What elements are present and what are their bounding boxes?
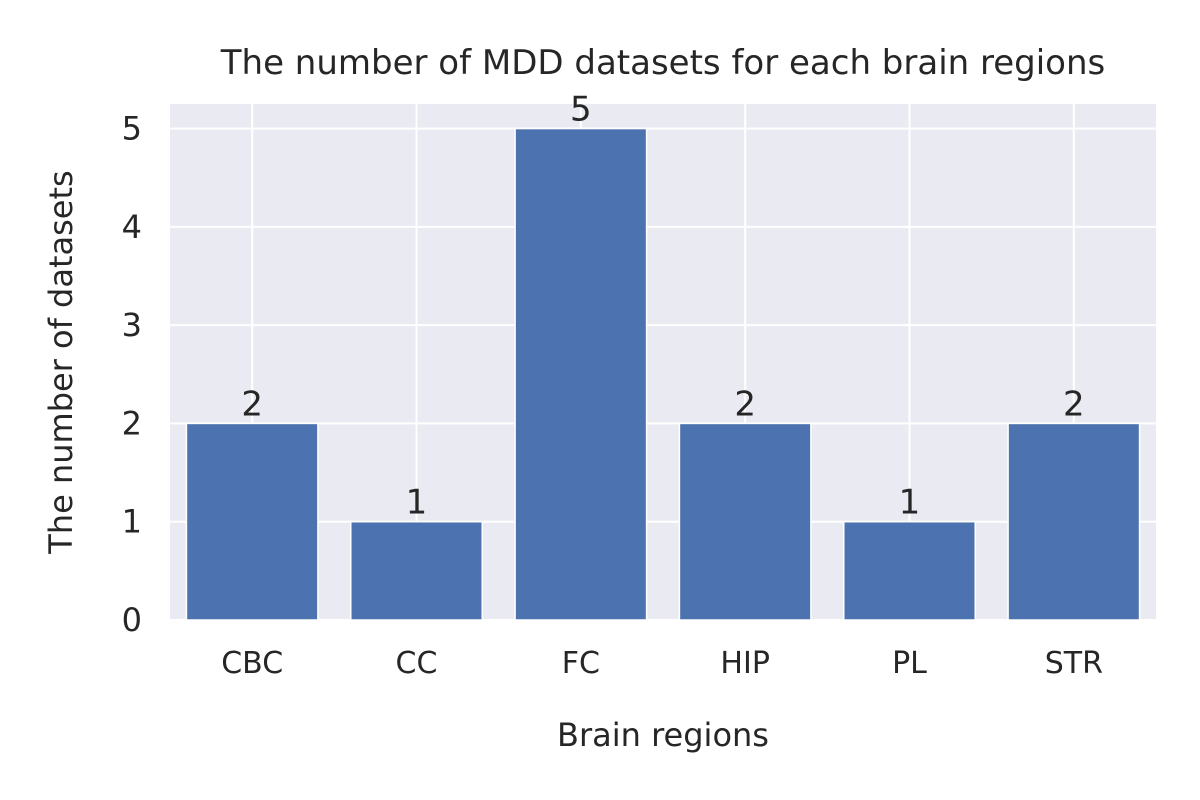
bar-hip bbox=[678, 422, 812, 621]
bar-cc bbox=[350, 520, 483, 621]
data-label: 5 bbox=[570, 90, 592, 130]
bar-fc bbox=[514, 127, 648, 621]
y-tick-label: 0 bbox=[122, 601, 142, 639]
y-tick-label: 5 bbox=[122, 110, 142, 148]
y-tick-label: 2 bbox=[122, 404, 142, 442]
bar-pl bbox=[843, 520, 976, 621]
y-tick-label: 1 bbox=[122, 503, 142, 541]
y-tick-label: 3 bbox=[122, 306, 142, 344]
plot-area bbox=[170, 104, 1156, 620]
data-label: 1 bbox=[899, 483, 921, 523]
x-tick-label: CC bbox=[396, 646, 438, 681]
data-label: 2 bbox=[241, 384, 263, 424]
x-axis-label: Brain regions bbox=[557, 716, 769, 754]
x-tick-label: PL bbox=[892, 646, 927, 681]
bar-str bbox=[1007, 422, 1141, 621]
x-tick-label: FC bbox=[562, 646, 600, 681]
data-label: 1 bbox=[406, 483, 428, 523]
x-tick-label: STR bbox=[1045, 646, 1103, 681]
x-tick-label: HIP bbox=[720, 646, 770, 681]
data-label: 2 bbox=[734, 384, 756, 424]
x-tick-label: CBC bbox=[221, 646, 283, 681]
bar-cbc bbox=[185, 422, 319, 621]
data-label: 2 bbox=[1063, 384, 1085, 424]
y-axis-label: The number of datasets bbox=[42, 170, 80, 554]
y-tick-label: 4 bbox=[122, 208, 142, 246]
x-axis-ticks: CBC CC FC HIP PL STR bbox=[221, 646, 1103, 681]
data-labels: 2 1 5 2 1 2 bbox=[241, 90, 1084, 523]
chart-title: The number of MDD datasets for each brai… bbox=[220, 43, 1106, 83]
bars bbox=[185, 127, 1141, 621]
y-axis-ticks: 0 1 2 3 4 5 bbox=[122, 110, 142, 639]
